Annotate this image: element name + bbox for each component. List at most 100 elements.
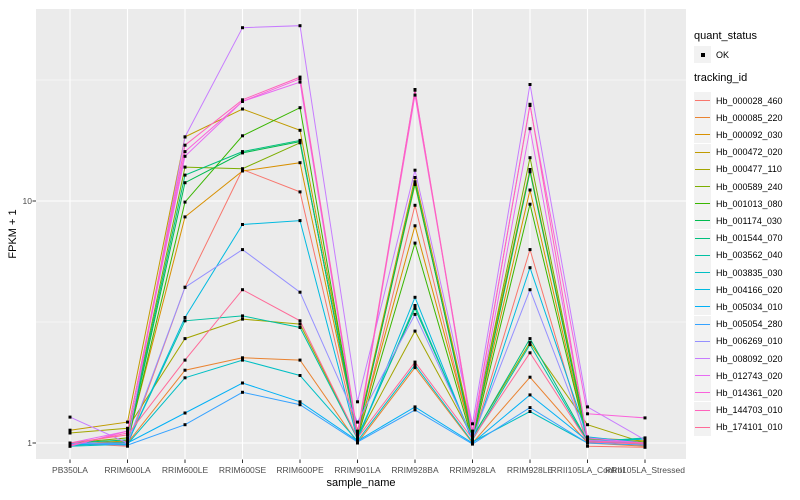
data-point [528, 266, 532, 270]
legend-key [694, 126, 711, 144]
data-point [528, 102, 532, 106]
legend-item-tracking-id: Hb_005054_280 [694, 315, 783, 333]
data-point [241, 288, 244, 292]
legend-item-label: Hb_008092_020 [716, 353, 783, 364]
legend-item-tracking-id: Hb_000092_030 [694, 126, 783, 144]
line-swatch-icon [695, 409, 710, 411]
y-tick-label: 10 [22, 196, 32, 206]
legend-item-label: Hb_003562_040 [716, 250, 783, 261]
data-point [183, 181, 187, 185]
data-point [126, 420, 129, 424]
data-point [126, 429, 129, 433]
data-point [241, 167, 244, 171]
data-point [241, 134, 244, 138]
legend-item-label: Hb_000085_220 [716, 112, 783, 123]
legend-item-tracking-id: Hb_003562_040 [694, 246, 783, 264]
x-tick-label: RRIM928LA [449, 465, 496, 475]
legend-item-tracking-id: Hb_008092_020 [694, 350, 783, 367]
data-point [126, 438, 129, 442]
data-point [241, 169, 244, 173]
line-swatch-icon [695, 392, 710, 394]
data-point [298, 106, 302, 110]
data-point [183, 173, 187, 177]
data-point [413, 241, 417, 245]
legend-key [694, 281, 711, 299]
data-point [356, 429, 359, 433]
line-swatch-icon [695, 151, 710, 153]
legend-key [694, 178, 711, 195]
data-point [298, 138, 302, 142]
data-point [126, 433, 129, 437]
legend-item-tracking-id: Hb_012743_020 [694, 367, 783, 385]
line-swatch-icon [695, 375, 710, 377]
legend-item-label: Hb_012743_020 [716, 370, 783, 381]
data-point [413, 180, 417, 184]
data-point [356, 440, 359, 444]
data-point [586, 423, 589, 427]
data-point [471, 429, 474, 433]
data-point [183, 337, 187, 341]
legend-item-label: Hb_000589_240 [716, 181, 783, 192]
data-point [183, 285, 187, 289]
data-point [126, 426, 129, 430]
y-axis-title: FPKM + 1 [7, 209, 19, 259]
data-point [68, 431, 72, 435]
data-point [643, 438, 647, 442]
legend-item-tracking-id: Hb_003835_030 [694, 264, 783, 281]
data-point [413, 329, 417, 333]
data-point [241, 107, 244, 111]
data-point [298, 128, 302, 132]
legend-item-label: Hb_005054_280 [716, 319, 783, 330]
x-tick-label: RRIM928BA [391, 465, 439, 475]
legend-item-label: OK [716, 49, 730, 60]
data-point [126, 436, 129, 440]
data-point [183, 376, 187, 380]
legend-key [694, 109, 711, 127]
data-point [183, 215, 187, 219]
x-tick-label: RRII105LA_Stressed [605, 465, 685, 475]
data-point [241, 317, 244, 321]
data-point [528, 343, 532, 347]
data-point [413, 203, 417, 207]
data-point [183, 319, 187, 323]
line-swatch-icon [695, 134, 710, 136]
line-swatch-icon [695, 203, 710, 205]
data-point [183, 368, 187, 372]
x-tick-label: RRII105LA_Control [550, 465, 625, 475]
data-point [471, 422, 474, 426]
data-point [413, 176, 417, 179]
data-point [528, 341, 532, 345]
legend-item-label: Hb_004166_020 [716, 284, 783, 295]
data-point [126, 441, 129, 445]
data-point [586, 444, 589, 448]
data-point [471, 442, 474, 446]
data-point [126, 431, 129, 435]
legend-key [694, 350, 711, 367]
data-point [126, 443, 129, 447]
data-point [471, 433, 474, 437]
point-swatch-icon [700, 52, 705, 57]
line-swatch-icon [695, 117, 710, 119]
data-point [413, 93, 417, 97]
data-point [298, 161, 302, 165]
legend-key [694, 212, 711, 230]
data-point [298, 190, 302, 194]
legend-item-tracking-id: Hb_000085_220 [694, 109, 783, 127]
data-point [298, 319, 302, 323]
data-point [298, 290, 302, 294]
legend-item-label: Hb_000092_030 [716, 129, 783, 140]
data-point [586, 405, 589, 409]
data-point [528, 406, 532, 410]
legend-item-label: Hb_144703_010 [716, 405, 783, 416]
legend-key [694, 315, 711, 333]
data-point [413, 224, 417, 228]
data-point [413, 360, 417, 364]
legend-item-label: Hb_014361_020 [716, 387, 783, 398]
x-tick-label: PB350LA [52, 465, 88, 475]
line-swatch-icon [695, 186, 710, 187]
data-point [528, 337, 532, 341]
legend-key [694, 143, 711, 161]
data-point [183, 143, 187, 147]
data-point [183, 150, 187, 154]
line-swatch-icon [695, 100, 710, 101]
